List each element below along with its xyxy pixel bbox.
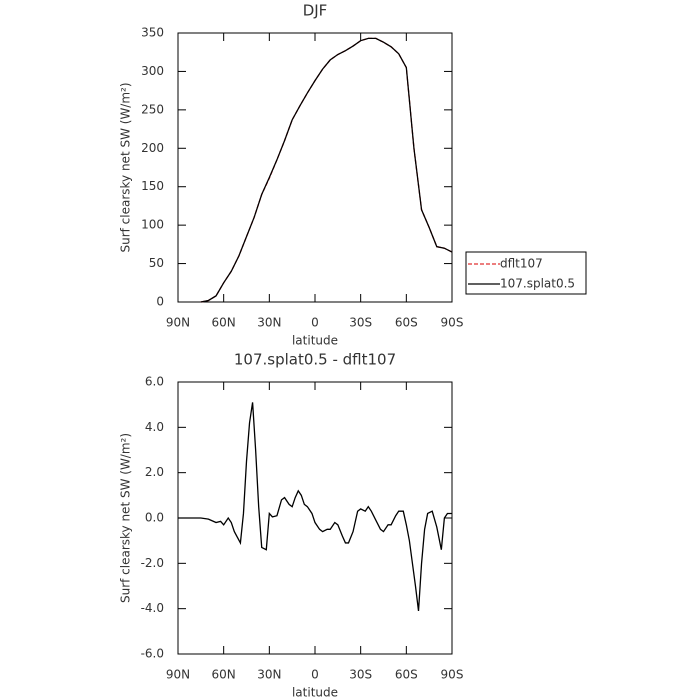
x-tick-label: 60N: [212, 316, 236, 330]
x-axis-label: latitude: [292, 686, 338, 700]
data-line: [178, 402, 452, 612]
y-tick-label: 250: [141, 102, 164, 116]
data-line: [200, 37, 453, 303]
y-tick-label: 200: [141, 141, 164, 155]
x-tick-label: 30N: [257, 668, 281, 682]
x-tick-label: 30N: [257, 316, 281, 330]
legend-box: [465, 251, 587, 295]
y-tick-label: 100: [141, 218, 164, 232]
x-tick-label: 0: [311, 316, 319, 330]
y-tick-label: -4.0: [141, 601, 164, 615]
y-tick-label: 6.0: [145, 375, 164, 389]
x-tick-label: 90S: [441, 316, 464, 330]
y-tick-label: 150: [141, 179, 164, 193]
legend-label: 107.splat0.5: [500, 277, 575, 291]
chart-title: DJF: [303, 2, 328, 20]
plot-frame: [177, 32, 453, 303]
x-tick-label: 60S: [395, 316, 418, 330]
y-axis-label: Surf clearsky net SW (W/m²): [119, 82, 133, 252]
y-tick-label: -6.0: [141, 647, 164, 661]
x-axis-label: latitude: [292, 334, 338, 348]
y-tick-label: 0.0: [145, 511, 164, 525]
x-tick-label: 90N: [166, 316, 190, 330]
chart-title: 107.splat0.5 - dflt107: [234, 351, 396, 369]
y-tick-label: 350: [141, 26, 164, 40]
y-tick-label: -2.0: [141, 556, 164, 570]
x-tick-label: 30S: [349, 668, 372, 682]
x-tick-label: 60S: [395, 668, 418, 682]
x-tick-label: 0: [311, 668, 319, 682]
x-tick-label: 30S: [349, 316, 372, 330]
x-tick-label: 90N: [166, 668, 190, 682]
legend-label: dflt107: [500, 257, 543, 271]
y-tick-label: 2.0: [145, 465, 164, 479]
y-tick-label: 300: [141, 64, 164, 78]
x-tick-label: 60N: [212, 668, 236, 682]
y-axis-label: Surf clearsky net SW (W/m²): [119, 433, 133, 603]
y-tick-label: 0: [156, 295, 164, 309]
data-line: [200, 37, 453, 303]
y-tick-label: 50: [149, 256, 164, 270]
x-tick-label: 90S: [441, 668, 464, 682]
y-tick-label: 4.0: [145, 420, 164, 434]
plot-frame: [177, 381, 453, 655]
